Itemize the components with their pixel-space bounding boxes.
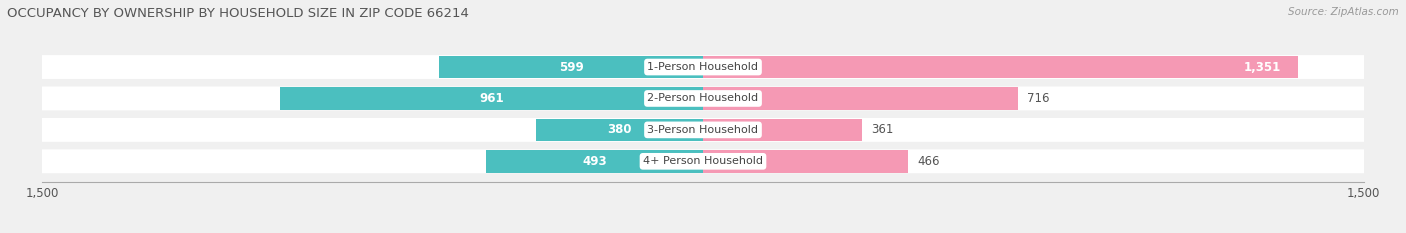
Bar <box>486 150 703 173</box>
Text: 1-Person Household: 1-Person Household <box>648 62 758 72</box>
Text: 1,351: 1,351 <box>1243 61 1281 74</box>
Text: 380: 380 <box>607 123 631 136</box>
Bar <box>439 56 703 78</box>
Text: 3-Person Household: 3-Person Household <box>648 125 758 135</box>
Text: 361: 361 <box>870 123 893 136</box>
Bar <box>536 119 703 141</box>
Text: 466: 466 <box>917 155 939 168</box>
FancyBboxPatch shape <box>30 86 1376 110</box>
Text: Source: ZipAtlas.com: Source: ZipAtlas.com <box>1288 7 1399 17</box>
Text: 716: 716 <box>1028 92 1050 105</box>
Text: 599: 599 <box>558 61 583 74</box>
Text: 493: 493 <box>582 155 607 168</box>
Text: OCCUPANCY BY OWNERSHIP BY HOUSEHOLD SIZE IN ZIP CODE 66214: OCCUPANCY BY OWNERSHIP BY HOUSEHOLD SIZE… <box>7 7 470 20</box>
Bar <box>280 87 703 110</box>
Text: 961: 961 <box>479 92 503 105</box>
Text: 2-Person Household: 2-Person Household <box>647 93 759 103</box>
Bar <box>703 56 1298 78</box>
Bar <box>703 150 908 173</box>
Text: 4+ Person Household: 4+ Person Household <box>643 156 763 166</box>
Bar <box>703 119 862 141</box>
Bar <box>703 87 1018 110</box>
FancyBboxPatch shape <box>30 55 1376 79</box>
FancyBboxPatch shape <box>30 118 1376 142</box>
FancyBboxPatch shape <box>30 149 1376 173</box>
